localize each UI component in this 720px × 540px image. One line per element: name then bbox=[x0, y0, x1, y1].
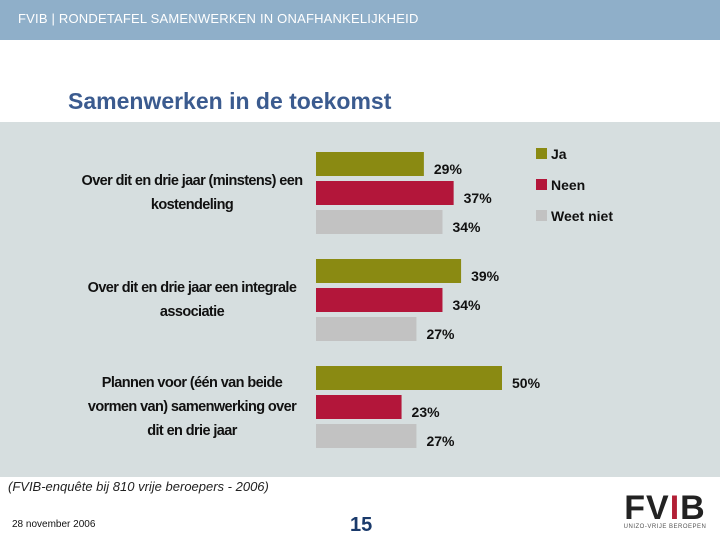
legend-swatch-weet-niet bbox=[536, 210, 547, 221]
legend-label: Weet niet bbox=[551, 208, 613, 224]
category-label-line: kostendeling bbox=[150, 197, 234, 213]
bar-ja-2 bbox=[316, 259, 462, 283]
category-label-line: Over dit en drie jaar een integrale bbox=[87, 280, 297, 296]
bar-neen-1 bbox=[316, 181, 454, 205]
page-title: Samenwerken in de toekomst bbox=[68, 88, 392, 114]
category-label: Over dit en drie jaar een integrale assoc… bbox=[72, 276, 312, 324]
logo-text: FVIB bbox=[624, 489, 706, 527]
value-label: 37% bbox=[464, 190, 493, 206]
category-label-line: dit en drie jaar bbox=[147, 423, 237, 439]
fvib-logo: FVIB UNIZO-VRIJE BEROEPEN bbox=[615, 490, 715, 534]
bar-ja-1 bbox=[316, 152, 424, 176]
page-number: 15 bbox=[350, 514, 373, 536]
value-label: 29% bbox=[434, 161, 463, 177]
header-bar: FVIB | RONDETAFEL SAMENWERKEN IN ONAFHAN… bbox=[0, 0, 720, 40]
value-label: 34% bbox=[452, 219, 481, 235]
footer-date: 28 november 2006 bbox=[12, 519, 96, 530]
value-label: 34% bbox=[452, 297, 481, 313]
source-note: (FVIB-enquête bij 810 vrije beroepers - … bbox=[8, 479, 269, 494]
legend-label: Neen bbox=[551, 177, 585, 193]
category-label: Plannen voor (één van beide vormen van) s… bbox=[72, 371, 312, 443]
category-label-line: vormen van) samenwerking over bbox=[87, 399, 297, 415]
legend-swatch-neen bbox=[536, 179, 547, 190]
value-label: 50% bbox=[512, 375, 541, 391]
bar-neen-3 bbox=[316, 395, 402, 419]
bar-weet-niet-3 bbox=[316, 424, 417, 448]
value-label: 23% bbox=[412, 404, 441, 420]
legend-label: Ja bbox=[551, 146, 567, 162]
bar-chart: 29%37% 34% 39% 34% 27% 50% 23% 27% Ja Neen Weet ni… bbox=[316, 146, 613, 449]
category-label: Over dit en drie jaar (minstens) een kost… bbox=[72, 169, 312, 217]
category-label-line: associatie bbox=[159, 304, 225, 320]
logo-subtitle: UNIZO-VRIJE BEROEPEN bbox=[623, 524, 707, 530]
bar-weet-niet-1 bbox=[316, 210, 443, 234]
value-label: 39% bbox=[471, 268, 500, 284]
value-label: 27% bbox=[426, 326, 455, 342]
bar-weet-niet-2 bbox=[316, 317, 417, 341]
value-label: 27% bbox=[426, 433, 455, 449]
category-label-line: Plannen voor (één van beide bbox=[101, 375, 283, 391]
category-label-line: Over dit en drie jaar (minstens) een bbox=[81, 173, 304, 189]
legend-swatch-ja bbox=[536, 148, 547, 159]
bar-neen-2 bbox=[316, 288, 443, 312]
header-title: FVIB | RONDETAFEL SAMENWERKEN IN ONAFHAN… bbox=[18, 11, 419, 26]
bar-ja-3 bbox=[316, 366, 502, 390]
